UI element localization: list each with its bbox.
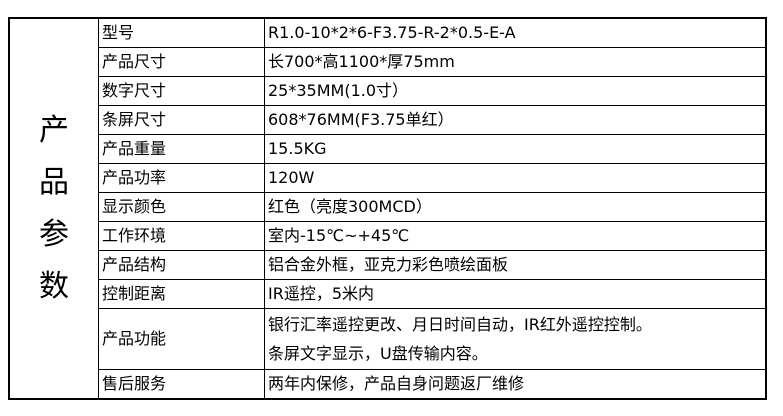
spec-label: 控制距离 (98, 279, 265, 309)
spec-label: 产品功能 (98, 308, 265, 370)
section-title-char: 数 (39, 268, 69, 304)
spec-label: 工作环境 (98, 221, 265, 251)
product-spec-table: 产品参数型号 R1.0-10*2*6-F3.75-R-2*0.5-E-A 产品尺寸长… (8, 17, 767, 400)
spec-value: IR遥控，5米内 (264, 279, 767, 309)
section-title-char: 品 (39, 164, 69, 200)
spec-value: 120W (264, 163, 767, 193)
section-title: 产品参数 (8, 17, 99, 400)
spec-row: 产品参数型号 R1.0-10*2*6-F3.75-R-2*0.5-E-A (8, 17, 767, 400)
spec-value-line: 室内-15℃~+45℃ (268, 226, 410, 245)
spec-value-line: 15.5KG (268, 139, 327, 158)
spec-value: 25*35MM(1.0寸） (264, 76, 767, 106)
section-title-char: 参 (39, 216, 69, 252)
spec-row: 显示颜色 红色（亮度300MCD） (9, 192, 767, 222)
spec-value-line: 25*35MM(1.0寸） (268, 81, 409, 100)
section-title-char: 产 (39, 112, 69, 148)
spec-value-line: 120W (268, 168, 315, 187)
spec-label: 型号 (98, 17, 265, 48)
spec-value-line: IR遥控，5米内 (268, 284, 375, 303)
spec-value: 铝合金外框，亚克力彩色喷绘面板 (264, 250, 767, 280)
spec-row: 控制距离 IR遥控，5米内 (9, 279, 767, 309)
spec-value: 室内-15℃~+45℃ (264, 221, 767, 251)
spec-row: 售后服务 两年内保修，产品自身问题返厂维修 (9, 369, 767, 400)
spec-value-line: 条屏文字显示，U盘传输内容。 (268, 344, 488, 363)
spec-value-line: 铝合金外框，亚克力彩色喷绘面板 (268, 255, 509, 274)
spec-label: 数字尺寸 (98, 76, 265, 106)
spec-row: 产品尺寸 长700*高1100*厚75mm (9, 47, 767, 77)
spec-label: 产品尺寸 (98, 47, 265, 77)
spec-row: 工作环境 室内-15℃~+45℃ (9, 221, 767, 251)
spec-row: 产品重量 15.5KG (9, 134, 767, 164)
spec-value-line: 长700*高1100*厚75mm (268, 52, 455, 71)
spec-value-line: 红色（亮度300MCD） (268, 197, 432, 216)
spec-value: 15.5KG (264, 134, 767, 164)
spec-label: 显示颜色 (98, 192, 265, 222)
spec-row: 数字尺寸 25*35MM(1.0寸） (9, 76, 767, 106)
spec-label: 售后服务 (98, 369, 265, 400)
spec-value: R1.0-10*2*6-F3.75-R-2*0.5-E-A (264, 17, 767, 48)
spec-row: 产品结构 铝合金外框，亚克力彩色喷绘面板 (9, 250, 767, 280)
spec-row: 产品功率 120W (9, 163, 767, 193)
spec-value: 长700*高1100*厚75mm (264, 47, 767, 77)
spec-value-line: 608*76MM(F3.75单红） (268, 110, 454, 129)
spec-label: 产品结构 (98, 250, 265, 280)
spec-label: 产品功率 (98, 163, 265, 193)
spec-value-line: 银行汇率遥控更改、月日时间自动，IR红外遥控控制。 (268, 315, 652, 334)
spec-value: 银行汇率遥控更改、月日时间自动，IR红外遥控控制。 条屏文字显示，U盘传输内容。 (264, 308, 767, 370)
spec-value-line: 两年内保修，产品自身问题返厂维修 (268, 374, 525, 393)
spec-row: 产品功能 银行汇率遥控更改、月日时间自动，IR红外遥控控制。 条屏文字显示，U盘传输… (9, 308, 767, 370)
spec-value: 红色（亮度300MCD） (264, 192, 767, 222)
spec-label: 条屏尺寸 (98, 105, 265, 135)
spec-value: 两年内保修，产品自身问题返厂维修 (264, 369, 767, 400)
spec-label: 产品重量 (98, 134, 265, 164)
spec-value-line: R1.0-10*2*6-F3.75-R-2*0.5-E-A (268, 23, 516, 42)
spec-row: 条屏尺寸 608*76MM(F3.75单红） (9, 105, 767, 135)
spec-value: 608*76MM(F3.75单红） (264, 105, 767, 135)
